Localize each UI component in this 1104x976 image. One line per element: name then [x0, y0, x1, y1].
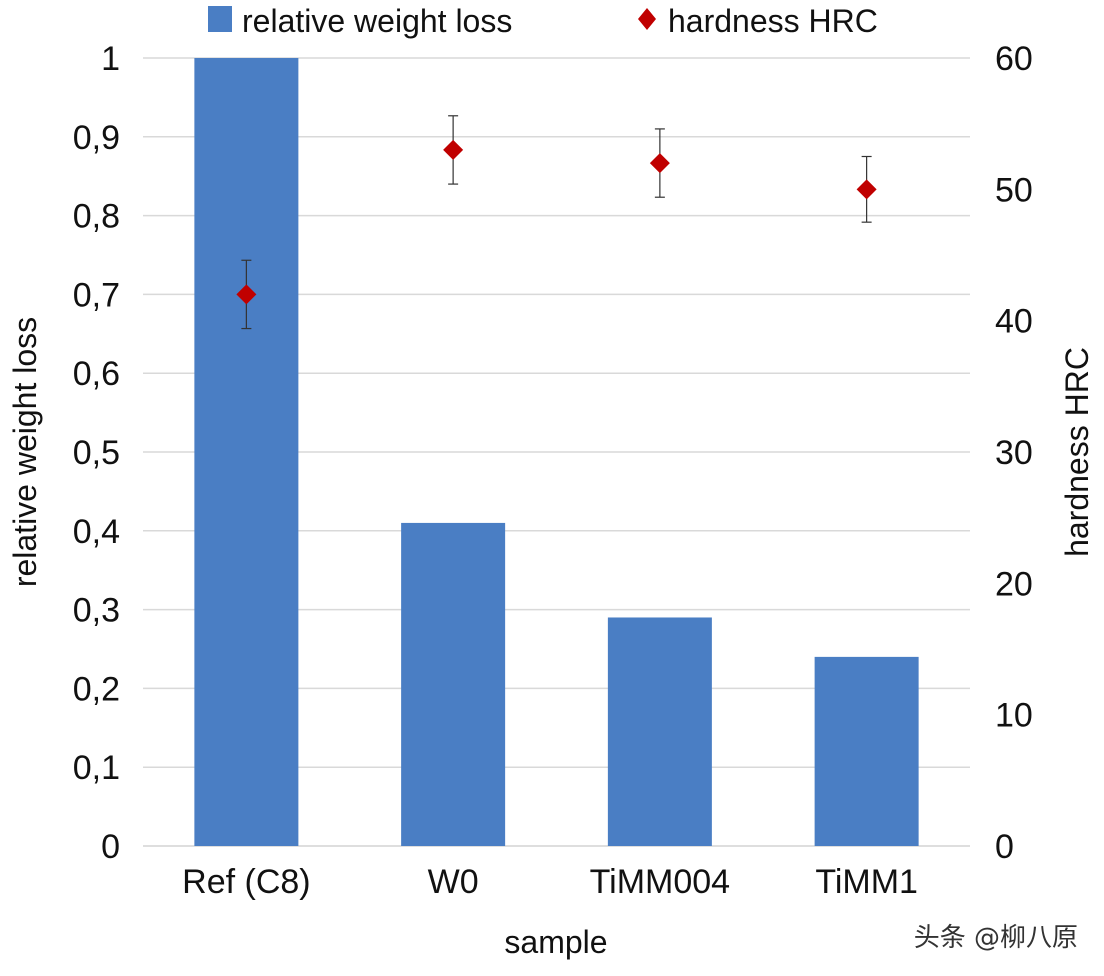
- left-axis: 0 0,1 0,2 0,3 0,4 0,5 0,6 0,7 0,8 0,9 1: [73, 40, 120, 866]
- left-tick-label: 0,7: [73, 276, 120, 314]
- legend-label-hardness: hardness HRC: [668, 3, 878, 39]
- left-axis-title: relative weight loss: [7, 317, 43, 587]
- bar: [194, 58, 299, 846]
- right-tick-label: 20: [995, 565, 1033, 603]
- legend-diamond-icon: [638, 8, 656, 30]
- left-tick-label: 0,4: [73, 513, 120, 551]
- left-tick-label: 0,6: [73, 355, 120, 393]
- legend-label-weight-loss: relative weight loss: [242, 3, 512, 39]
- hardness-point: [856, 179, 877, 200]
- right-tick-label: 50: [995, 171, 1033, 209]
- right-tick-label: 30: [995, 434, 1033, 472]
- category-label: TiMM004: [590, 863, 730, 901]
- left-tick-label: 0,5: [73, 434, 120, 472]
- category-label: W0: [428, 863, 479, 901]
- left-tick-label: 0: [101, 828, 120, 866]
- right-tick-label: 10: [995, 697, 1033, 735]
- hardness-point: [236, 284, 257, 305]
- left-tick-label: 1: [101, 40, 120, 78]
- left-tick-label: 0,1: [73, 749, 120, 787]
- hardness-series: [236, 115, 877, 330]
- left-tick-label: 0,2: [73, 670, 120, 708]
- x-axis: Ref (C8) W0 TiMM004 TiMM1: [182, 863, 918, 901]
- left-tick-label: 0,9: [73, 119, 120, 157]
- category-label: TiMM1: [815, 863, 918, 901]
- right-axis: 0 10 20 30 40 50 60: [995, 40, 1033, 866]
- left-tick-label: 0,3: [73, 592, 120, 630]
- legend-bar-swatch: [208, 6, 232, 32]
- right-tick-label: 0: [995, 828, 1014, 866]
- hardness-point: [649, 153, 670, 174]
- right-tick-label: 40: [995, 303, 1033, 341]
- right-axis-title: hardness HRC: [1059, 347, 1095, 557]
- left-tick-label: 0,8: [73, 198, 120, 236]
- bar: [814, 656, 919, 846]
- x-axis-title: sample: [504, 924, 607, 960]
- bar: [401, 522, 506, 846]
- category-label: Ref (C8): [182, 863, 310, 901]
- right-tick-label: 60: [995, 40, 1033, 78]
- legend: relative weight loss hardness HRC: [208, 3, 878, 39]
- bar: [607, 617, 712, 846]
- watermark: 头条 @柳八原: [914, 923, 1078, 953]
- bars: [194, 58, 919, 846]
- hardness-point: [443, 139, 464, 160]
